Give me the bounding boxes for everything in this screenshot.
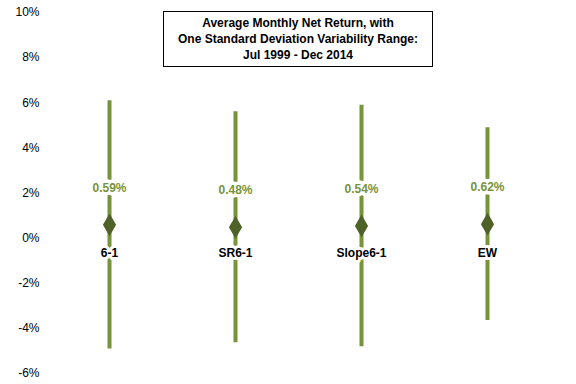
svg-text:10%: 10% [15, 5, 39, 19]
svg-text:-2%: -2% [18, 276, 40, 290]
svg-text:6%: 6% [22, 96, 40, 110]
svg-text:0.54%: 0.54% [344, 182, 378, 196]
svg-text:0.48%: 0.48% [218, 183, 252, 197]
svg-text:SR6-1: SR6-1 [218, 246, 252, 260]
svg-text:-6%: -6% [18, 366, 40, 380]
svg-text:0.59%: 0.59% [92, 181, 126, 195]
svg-text:0.62%: 0.62% [470, 180, 504, 194]
svg-text:2%: 2% [22, 186, 40, 200]
svg-text:6-1: 6-1 [101, 246, 119, 260]
svg-text:-4%: -4% [18, 321, 40, 335]
svg-text:8%: 8% [22, 50, 40, 64]
svg-text:0%: 0% [22, 231, 40, 245]
svg-text:EW: EW [478, 246, 498, 260]
svg-text:4%: 4% [22, 141, 40, 155]
svg-text:Slope6-1: Slope6-1 [336, 246, 386, 260]
html-text:Average Monthly Net Return, wi: Average Monthly Net Return, with One Sta… [178, 16, 418, 62]
